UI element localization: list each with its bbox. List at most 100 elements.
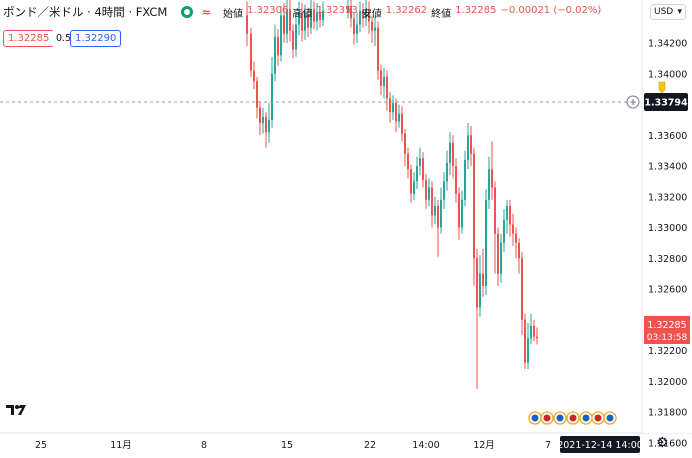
candle-body[interactable] (485, 199, 487, 286)
candle-body[interactable] (256, 81, 258, 108)
candle-body[interactable] (473, 153, 475, 259)
candle-body[interactable] (277, 36, 279, 56)
candle-body[interactable] (503, 219, 505, 243)
candle-body[interactable] (482, 273, 484, 286)
currency-select[interactable]: USD ▾ (650, 4, 686, 20)
candle-body[interactable] (428, 187, 430, 200)
candle-body[interactable] (479, 273, 481, 308)
candle-body[interactable] (289, 9, 291, 31)
candle-body[interactable] (368, 9, 370, 22)
symbol-title[interactable]: ポンド／米ドル · 4時間 · FXCM (3, 5, 168, 19)
candle-body[interactable] (274, 36, 276, 74)
candle-body[interactable] (313, 9, 315, 22)
candle-body[interactable] (395, 102, 397, 122)
tradingview-logo-icon[interactable] (6, 403, 28, 417)
candle-body[interactable] (359, 10, 361, 25)
candle-body[interactable] (497, 233, 499, 274)
candle-body[interactable] (440, 199, 442, 228)
candle-body[interactable] (383, 76, 385, 87)
candle-body[interactable] (286, 9, 288, 34)
candle-body[interactable] (307, 15, 309, 28)
candle-body[interactable] (389, 98, 391, 113)
candle-body[interactable] (298, 12, 300, 25)
candle-body[interactable] (292, 30, 294, 50)
candle-body[interactable] (470, 135, 472, 154)
candle-body[interactable] (259, 107, 261, 123)
candle-body[interactable] (386, 76, 388, 99)
candle-body[interactable] (518, 242, 520, 259)
candle-body[interactable] (280, 15, 282, 56)
candle-body[interactable] (476, 258, 478, 308)
candle-body[interactable] (521, 258, 523, 320)
gear-icon[interactable]: ⚙ (656, 435, 669, 451)
candle-body[interactable] (527, 338, 529, 363)
candle-body[interactable] (515, 233, 517, 243)
candle-body[interactable] (353, 18, 355, 34)
candle-body[interactable] (310, 9, 312, 28)
candle-body[interactable] (434, 205, 436, 216)
candle-body[interactable] (374, 27, 376, 31)
candle-body[interactable] (533, 325, 535, 337)
sell-button[interactable]: 1.32285 (3, 30, 55, 47)
candle-body[interactable] (536, 336, 538, 339)
candle-body[interactable] (304, 15, 306, 31)
candle-body[interactable] (506, 205, 508, 220)
candle-body[interactable] (467, 135, 469, 160)
candle-body[interactable] (488, 169, 490, 200)
candle-body[interactable] (431, 187, 433, 216)
candle-body[interactable] (455, 166, 457, 194)
wave-icon[interactable]: ≈ (201, 5, 211, 19)
candle-body[interactable] (413, 181, 415, 194)
candle-body[interactable] (449, 142, 451, 163)
candle-body[interactable] (452, 142, 454, 166)
candle-body[interactable] (419, 158, 421, 166)
candle-body[interactable] (301, 12, 303, 31)
candle-body[interactable] (262, 116, 264, 123)
candle-body[interactable] (524, 319, 526, 363)
candle-body[interactable] (392, 102, 394, 113)
candle-body[interactable] (265, 116, 267, 133)
candle-body[interactable] (398, 113, 400, 122)
candle-body[interactable] (371, 21, 373, 31)
candle-body[interactable] (268, 119, 270, 133)
candle-body[interactable] (446, 162, 448, 182)
buy-button[interactable]: 1.32290 (70, 30, 122, 47)
candle-body[interactable] (437, 205, 439, 228)
candle-body[interactable] (410, 169, 412, 194)
candle-body[interactable] (494, 187, 496, 234)
candle-body[interactable] (322, 10, 324, 20)
candle-body[interactable] (380, 70, 382, 87)
candle-body[interactable] (316, 12, 318, 22)
candle-body[interactable] (404, 133, 406, 154)
candle-body[interactable] (491, 169, 493, 188)
candle-body[interactable] (500, 242, 502, 274)
candle-body[interactable] (407, 153, 409, 170)
candle-body[interactable] (356, 24, 358, 34)
candle-body[interactable] (401, 113, 403, 134)
candle-body[interactable] (253, 70, 255, 82)
candle-body[interactable] (350, 6, 352, 19)
candle-body[interactable] (319, 12, 321, 20)
candle-body[interactable] (283, 15, 285, 34)
candle-body[interactable] (458, 193, 460, 228)
candle-body[interactable] (425, 179, 427, 200)
candle-body[interactable] (250, 33, 252, 71)
price-axis[interactable] (643, 0, 692, 433)
candle-body[interactable] (365, 9, 367, 19)
candle-body[interactable] (246, 15, 248, 34)
candle-body[interactable] (377, 27, 379, 71)
candle-body[interactable] (530, 325, 532, 339)
candle-body[interactable] (271, 73, 273, 120)
candle-body[interactable] (416, 166, 418, 182)
time-axis[interactable] (0, 434, 692, 454)
candle-body[interactable] (295, 24, 297, 50)
candle-body[interactable] (347, 6, 349, 13)
candle-body[interactable] (443, 181, 445, 200)
candle-body[interactable] (461, 199, 463, 228)
candle-body[interactable] (422, 158, 424, 180)
candle-body[interactable] (512, 224, 514, 234)
candle-body[interactable] (464, 159, 466, 200)
candle-body[interactable] (362, 10, 364, 19)
